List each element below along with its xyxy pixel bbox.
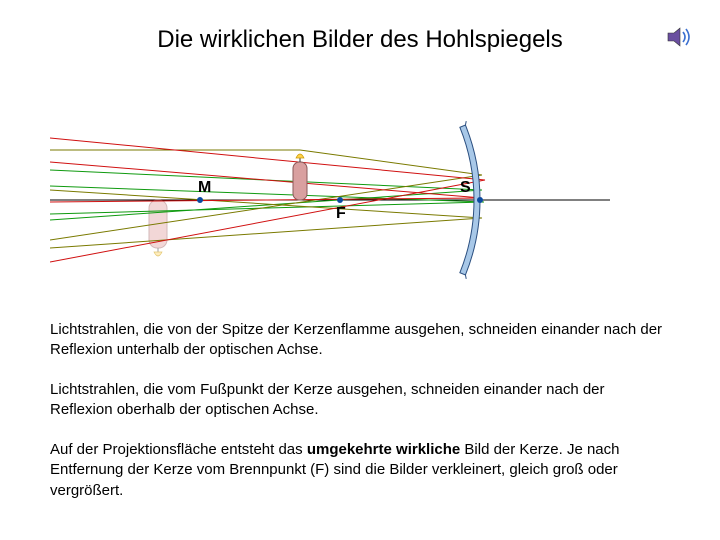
object-candle [293,154,307,200]
mirror-edge-dash [465,120,471,125]
page-title: Die wirklichen Bilder des Hohlspiegels [0,26,720,54]
ray-red [50,162,482,198]
point-S [477,197,483,203]
image-candle [149,200,167,256]
paragraph-3: Auf der Projektionsfläche entsteht das u… [50,440,670,501]
label-S: S [460,179,471,196]
paragraph-2: Lichtstrahlen, die vom Fußpunkt der Kerz… [50,380,670,421]
label-F: F [336,205,346,222]
ray-red [50,180,485,262]
ray-olive [50,218,482,248]
speaker-icon[interactable] [666,26,694,48]
optics-diagram: M F S [50,120,610,280]
slide-page: Die wirklichen Bilder des Hohlspiegels M… [0,0,720,540]
label-M: M [198,179,211,196]
point-F [337,197,343,203]
paragraph-1: Lichtstrahlen, die von der Spitze der Ke… [50,320,670,361]
point-M [197,197,203,203]
emphasis-umgekehrt: umgekehrte wirkliche [307,441,460,458]
ray-red [50,138,485,180]
mirror-edge-dash [465,275,471,280]
ray-olive [50,175,482,240]
